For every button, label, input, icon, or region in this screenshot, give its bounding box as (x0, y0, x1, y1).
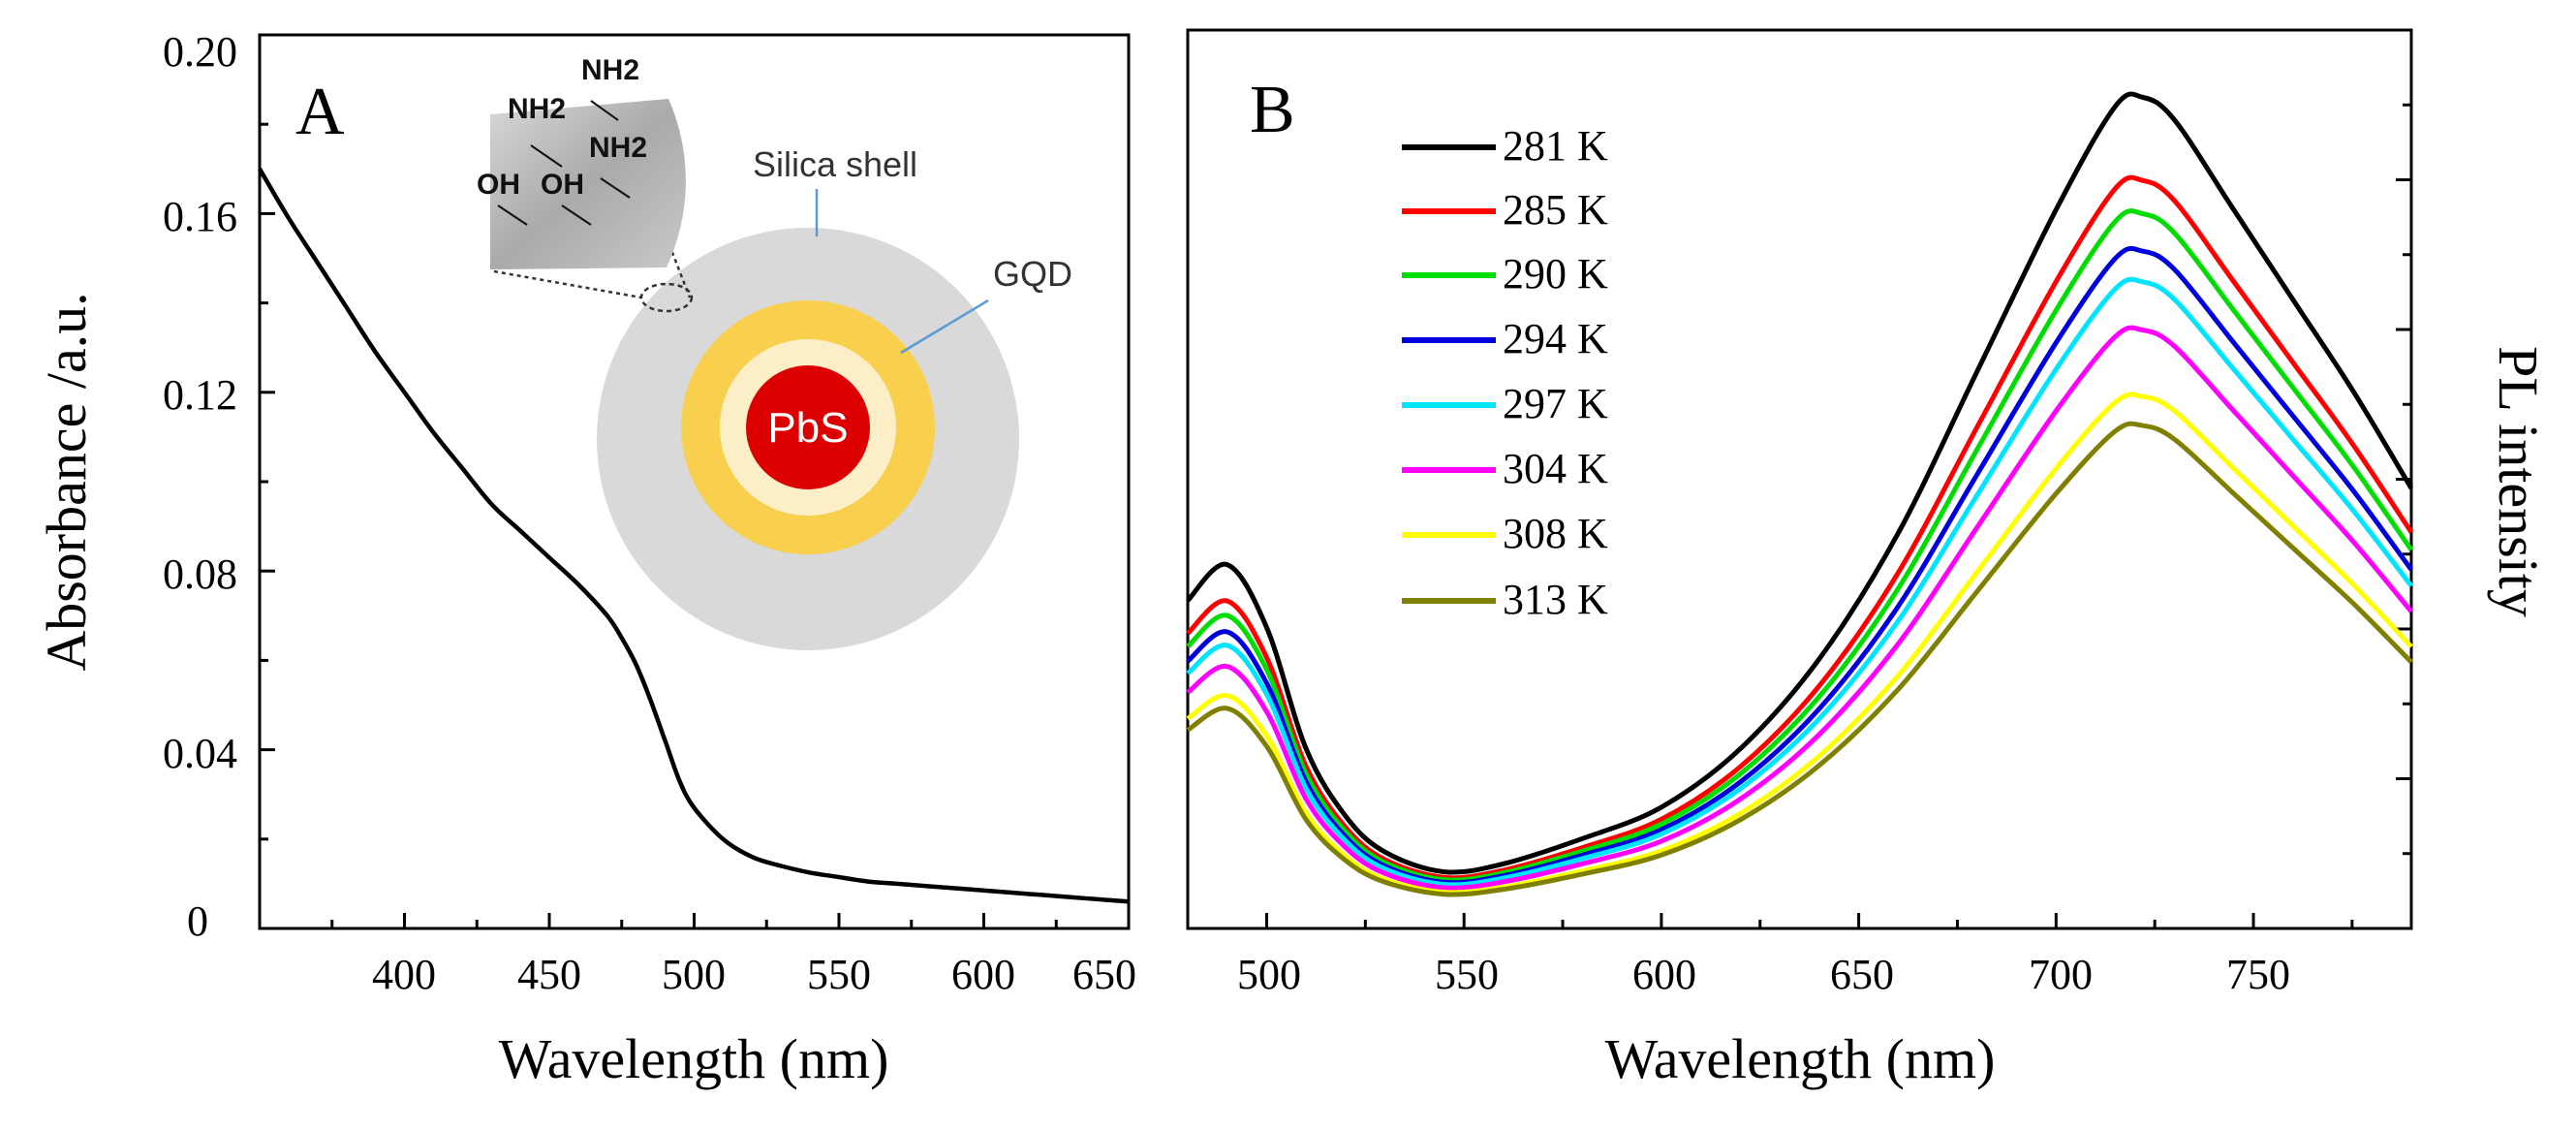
surface-wedge (490, 99, 686, 269)
panel-a-y-tick-label: 0.08 (163, 550, 237, 598)
legend-entry: 313 K (1402, 576, 1608, 623)
panel-b-x-tick-label: 600 (1632, 951, 1696, 998)
legend-label: 285 K (1503, 186, 1608, 234)
silica-shell-label: Silica shell (753, 144, 917, 184)
pbs-core (746, 365, 870, 489)
panel-a-x-tick-label: 650 (1072, 951, 1136, 998)
panel-a-x-axis-label: Wavelength (nm) (499, 1027, 889, 1090)
pl-curve-281k (1186, 91, 2414, 875)
pl-curve-290k (1186, 208, 2414, 883)
legend-entry: 308 K (1402, 510, 1608, 557)
legend-label: 308 K (1503, 510, 1608, 557)
nanoparticle-inset: PbS Silica shell GQD NH2 NH2 NH2 OH OH (477, 54, 1072, 650)
panel-b-y-axis-label: PL intensity (2487, 346, 2550, 617)
panel-b-x-tick-label: 500 (1237, 951, 1301, 998)
bond-line (561, 204, 592, 226)
pl-curve-285k (1186, 174, 2414, 881)
bond-line (530, 144, 563, 168)
panel-a-x-tick-label: 500 (662, 951, 726, 998)
zoom-line (493, 269, 642, 299)
panel-b-x-tick-label: 650 (1830, 951, 1894, 998)
legend-entry: 294 K (1402, 315, 1608, 362)
legend-label: 297 K (1503, 380, 1608, 427)
panel-b-ticks (1264, 103, 2411, 928)
legend-label: 281 K (1503, 122, 1608, 170)
legend-label: 294 K (1503, 315, 1608, 362)
oh-group-label: OH (477, 169, 520, 201)
panel-b-x-tick-label: 550 (1435, 951, 1499, 998)
bond-line (497, 204, 528, 226)
pl-curve-297k (1186, 276, 2413, 888)
legend-label: 290 K (1503, 250, 1608, 298)
panel-a-x-tick-label: 550 (807, 951, 871, 998)
panel-b-label: B (1250, 73, 1295, 147)
bond-line (600, 177, 631, 199)
nh2-group-label: NH2 (589, 132, 647, 164)
legend: 281 K 285 K 290 K 294 K 297 K 304 K (1402, 122, 1608, 623)
surface-groups: NH2 NH2 NH2 OH OH (477, 54, 647, 226)
legend-label: 313 K (1503, 576, 1608, 623)
panel-a-x-tick-label: 400 (372, 951, 436, 998)
pbs-core-label: PbS (767, 404, 848, 452)
panel-a-y-tick-label: 0 (187, 897, 208, 945)
legend-entry: 290 K (1402, 250, 1608, 298)
legend-entry: 304 K (1402, 445, 1608, 492)
legend-entry: 297 K (1402, 380, 1608, 427)
gqd-label: GQD (993, 254, 1072, 294)
panel-a-y-tick-label: 0.04 (163, 730, 237, 777)
pl-curve-313k (1186, 421, 2413, 897)
pl-curve-294k (1186, 245, 2414, 886)
nh2-group-label: NH2 (581, 54, 639, 86)
panel-a: A Wavelength (nm) Absorbance /a.u. 400 4… (35, 28, 1136, 1090)
pl-curve-304k (1186, 325, 2413, 891)
legend-entry: 281 K (1402, 122, 1608, 170)
panel-a-label: A (295, 75, 345, 149)
absorbance-curve (258, 168, 1130, 904)
legend-entry: 285 K (1402, 186, 1608, 234)
legend-label: 304 K (1503, 445, 1608, 492)
panel-b-x-tick-label: 750 (2226, 951, 2290, 998)
panel-a-y-axis-label: Absorbance /a.u. (35, 292, 98, 671)
panel-b-frame (1186, 28, 2413, 930)
panel-b: B Wavelength (nm) PL intensity 500 550 6… (1186, 28, 2550, 1090)
panel-a-y-tick-label: 0.20 (163, 28, 237, 76)
panel-b-x-axis-label: Wavelength (nm) (1605, 1027, 1996, 1090)
gqd-pointer (900, 298, 989, 355)
bond-line (590, 100, 619, 121)
panel-a-x-tick-label: 450 (517, 951, 581, 998)
oh-group-label: OH (541, 169, 584, 201)
panel-b-x-tick-label: 700 (2029, 951, 2093, 998)
pl-curves (1186, 91, 2414, 897)
panel-a-y-tick-label: 0.12 (163, 371, 237, 419)
pl-curve-308k (1186, 392, 2413, 895)
panel-a-x-tick-label: 600 (951, 951, 1015, 998)
nh2-group-label: NH2 (508, 93, 566, 125)
panel-a-y-tick-label: 0.16 (163, 193, 237, 240)
panel-a-ticks (260, 33, 1131, 928)
